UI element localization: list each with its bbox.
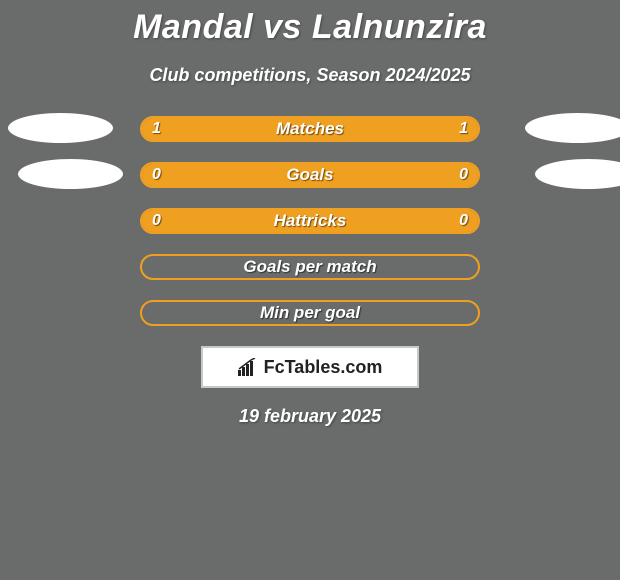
- stat-value-right: 1: [449, 118, 478, 140]
- stat-row-hattricks: 0 Hattricks 0: [0, 208, 620, 238]
- stats-container: 1 Matches 1 0 Goals 0 0 Hattricks 0 Goal…: [0, 116, 620, 330]
- stat-value-right: [458, 302, 478, 324]
- stat-label: Min per goal: [142, 302, 478, 324]
- stat-bar: 1 Matches 1: [140, 116, 480, 142]
- stat-bar: Goals per match: [140, 254, 480, 280]
- stat-value-right: 0: [449, 164, 478, 186]
- player-right-marker-icon: [535, 159, 620, 189]
- stat-row-matches: 1 Matches 1: [0, 116, 620, 146]
- subtitle: Club competitions, Season 2024/2025: [0, 65, 620, 86]
- page-title: Mandal vs Lalnunzira: [0, 0, 620, 47]
- stat-bar: 0 Hattricks 0: [140, 208, 480, 234]
- brand-label: FcTables.com: [238, 357, 383, 378]
- player-right-marker-icon: [525, 113, 620, 143]
- stat-row-goals: 0 Goals 0: [0, 162, 620, 192]
- stat-value-right: [458, 256, 478, 278]
- player-left-marker-icon: [18, 159, 123, 189]
- stat-bar: Min per goal: [140, 300, 480, 326]
- stat-value-right: 0: [449, 210, 478, 232]
- stat-label: Goals: [142, 164, 478, 186]
- stat-bar: 0 Goals 0: [140, 162, 480, 188]
- date-label: 19 february 2025: [0, 406, 620, 427]
- bar-chart-icon: [238, 358, 260, 376]
- brand-badge: FcTables.com: [201, 346, 419, 388]
- stat-label: Hattricks: [142, 210, 478, 232]
- stat-row-min-per-goal: Min per goal: [0, 300, 620, 330]
- stat-row-goals-per-match: Goals per match: [0, 254, 620, 284]
- stat-label: Goals per match: [142, 256, 478, 278]
- brand-text: FcTables.com: [264, 357, 383, 378]
- player-left-marker-icon: [8, 113, 113, 143]
- stat-label: Matches: [142, 118, 478, 140]
